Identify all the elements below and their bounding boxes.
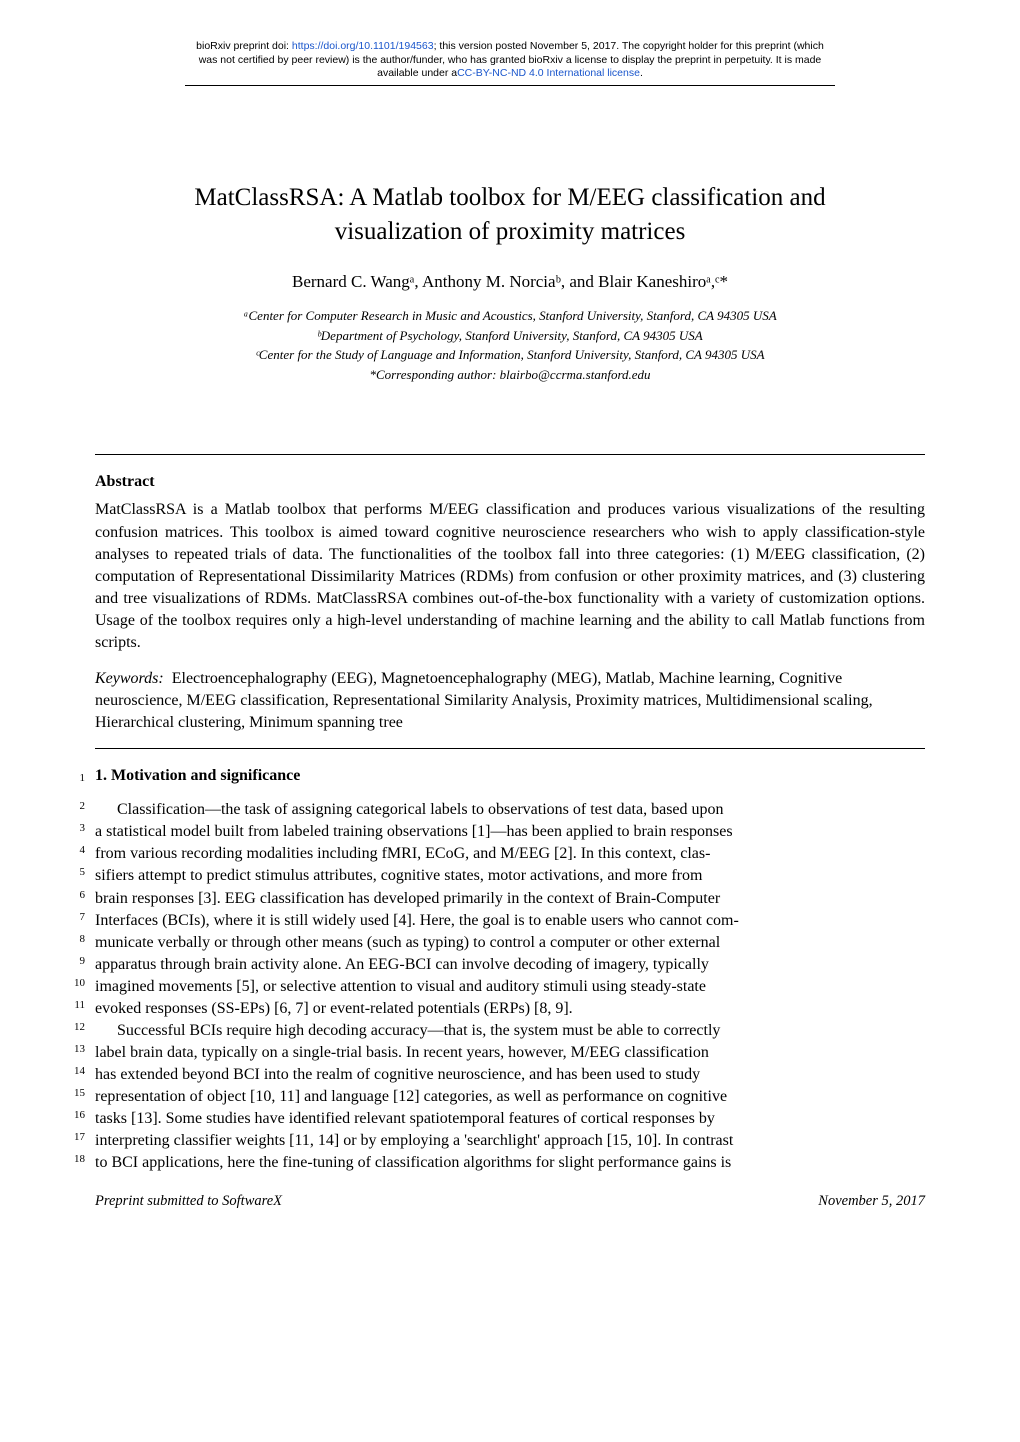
abstract-heading: Abstract xyxy=(95,473,925,491)
footer-right: November 5, 2017 xyxy=(818,1193,925,1210)
body-line-text: representation of object [10, 11] and la… xyxy=(95,1088,727,1105)
body-line-text: from various recording modalities includ… xyxy=(95,845,710,862)
line-number: 9 xyxy=(51,954,85,969)
license-link[interactable]: CC-BY-NC-ND 4.0 International license xyxy=(457,67,640,79)
title-line-1: MatClassRSA: A Matlab toolbox for M/EEG … xyxy=(194,184,825,211)
body-line-text: Successful BCIs require high decoding ac… xyxy=(117,1022,720,1039)
body-line: 8municate verbally or through other mean… xyxy=(95,932,925,954)
line-number: 10 xyxy=(51,976,85,991)
affiliation-b: ᵇDepartment of Psychology, Stanford Univ… xyxy=(95,326,925,346)
title-line-2: visualization of proximity matrices xyxy=(335,218,686,245)
line-number: 14 xyxy=(51,1064,85,1079)
body-line-text: a statistical model built from labeled t… xyxy=(95,823,733,840)
line-number: 7 xyxy=(51,910,85,925)
banner-text-3b: . xyxy=(640,67,643,79)
body-line: 11evoked responses (SS-EPs) [6, 7] or ev… xyxy=(95,998,925,1020)
affiliation-a: ᵃCenter for Computer Research in Music a… xyxy=(95,306,925,326)
body-line-text: to BCI applications, here the fine-tunin… xyxy=(95,1154,731,1171)
line-number: 3 xyxy=(51,821,85,836)
line-number: 12 xyxy=(51,1020,85,1035)
rule-below-abstract xyxy=(95,748,925,749)
body-line: 13label brain data, typically on a singl… xyxy=(95,1042,925,1064)
line-number: 1 xyxy=(51,772,85,784)
line-number: 13 xyxy=(51,1042,85,1057)
line-number: 2 xyxy=(51,799,85,814)
banner-rule xyxy=(185,85,835,86)
body-line-text: interpreting classifier weights [11, 14]… xyxy=(95,1132,733,1149)
body-line: 2Classification—the task of assigning ca… xyxy=(95,799,925,821)
body-line-text: has extended beyond BCI into the realm o… xyxy=(95,1066,700,1083)
line-number: 6 xyxy=(51,888,85,903)
keywords-label: Keywords: xyxy=(95,670,164,687)
body-line-text: tasks [13]. Some studies have identified… xyxy=(95,1110,715,1127)
body-line: 17interpreting classifier weights [11, 1… xyxy=(95,1130,925,1152)
banner-text-1a: bioRxiv preprint doi: xyxy=(196,40,292,52)
line-number: 8 xyxy=(51,932,85,947)
body-line: 4from various recording modalities inclu… xyxy=(95,843,925,865)
body-line: 15representation of object [10, 11] and … xyxy=(95,1086,925,1108)
page-footer: Preprint submitted to SoftwareX November… xyxy=(95,1193,925,1210)
line-number: 17 xyxy=(51,1130,85,1145)
body-line-text: municate verbally or through other means… xyxy=(95,934,720,951)
doi-link[interactable]: https://doi.org/10.1101/194563 xyxy=(292,40,434,52)
section-1-body: 2Classification—the task of assigning ca… xyxy=(95,799,925,1174)
body-line-text: evoked responses (SS-EPs) [6, 7] or even… xyxy=(95,1000,573,1017)
banner-text-1b: ; this version posted November 5, 2017. … xyxy=(434,40,824,52)
body-line: 5sifiers attempt to predict stimulus att… xyxy=(95,865,925,887)
page: bioRxiv preprint doi: https://doi.org/10… xyxy=(0,0,1020,1250)
body-line-text: label brain data, typically on a single-… xyxy=(95,1044,709,1061)
preprint-banner: bioRxiv preprint doi: https://doi.org/10… xyxy=(95,40,925,81)
line-number: 16 xyxy=(51,1108,85,1123)
authors: Bernard C. Wangᵃ, Anthony M. Norciaᵇ, an… xyxy=(95,272,925,292)
body-line: 14has extended beyond BCI into the realm… xyxy=(95,1064,925,1086)
banner-text-3a: available under a xyxy=(377,67,457,79)
body-line-text: imagined movements [5], or selective att… xyxy=(95,978,706,995)
keywords-text: Electroencephalography (EEG), Magnetoenc… xyxy=(95,670,873,731)
body-line-text: apparatus through brain activity alone. … xyxy=(95,956,709,973)
body-line: 18to BCI applications, here the fine-tun… xyxy=(95,1152,925,1174)
body-line: 6brain responses [3]. EEG classification… xyxy=(95,888,925,910)
body-line: 3a statistical model built from labeled … xyxy=(95,821,925,843)
body-line-text: brain responses [3]. EEG classification … xyxy=(95,890,720,907)
affiliation-corr: *Corresponding author: blairbo@ccrma.sta… xyxy=(95,365,925,385)
line-number: 11 xyxy=(51,998,85,1013)
body-line: 12Successful BCIs require high decoding … xyxy=(95,1020,925,1042)
body-line: 10imagined movements [5], or selective a… xyxy=(95,976,925,998)
line-number: 18 xyxy=(51,1152,85,1167)
line-number: 15 xyxy=(51,1086,85,1101)
body-line-text: Interfaces (BCIs), where it is still wid… xyxy=(95,912,739,929)
affiliations: ᵃCenter for Computer Research in Music a… xyxy=(95,306,925,384)
line-number: 5 xyxy=(51,865,85,880)
footer-left: Preprint submitted to SoftwareX xyxy=(95,1193,282,1210)
affiliation-c: ᶜCenter for the Study of Language and In… xyxy=(95,345,925,365)
body-line: 16tasks [13]. Some studies have identifi… xyxy=(95,1108,925,1130)
body-line: 9apparatus through brain activity alone.… xyxy=(95,954,925,976)
section-1-heading: 1. Motivation and significance xyxy=(95,767,925,785)
paper-title: MatClassRSA: A Matlab toolbox for M/EEG … xyxy=(95,181,925,249)
rule-above-abstract xyxy=(95,454,925,455)
line-number: 4 xyxy=(51,843,85,858)
banner-text-2: was not certified by peer review) is the… xyxy=(199,54,822,66)
keywords: Keywords: Electroencephalography (EEG), … xyxy=(95,668,925,734)
body-line: 7Interfaces (BCIs), where it is still wi… xyxy=(95,910,925,932)
abstract-body: MatClassRSA is a Matlab toolbox that per… xyxy=(95,499,925,654)
body-line-text: sifiers attempt to predict stimulus attr… xyxy=(95,867,702,884)
body-line-text: Classification—the task of assigning cat… xyxy=(117,801,724,818)
